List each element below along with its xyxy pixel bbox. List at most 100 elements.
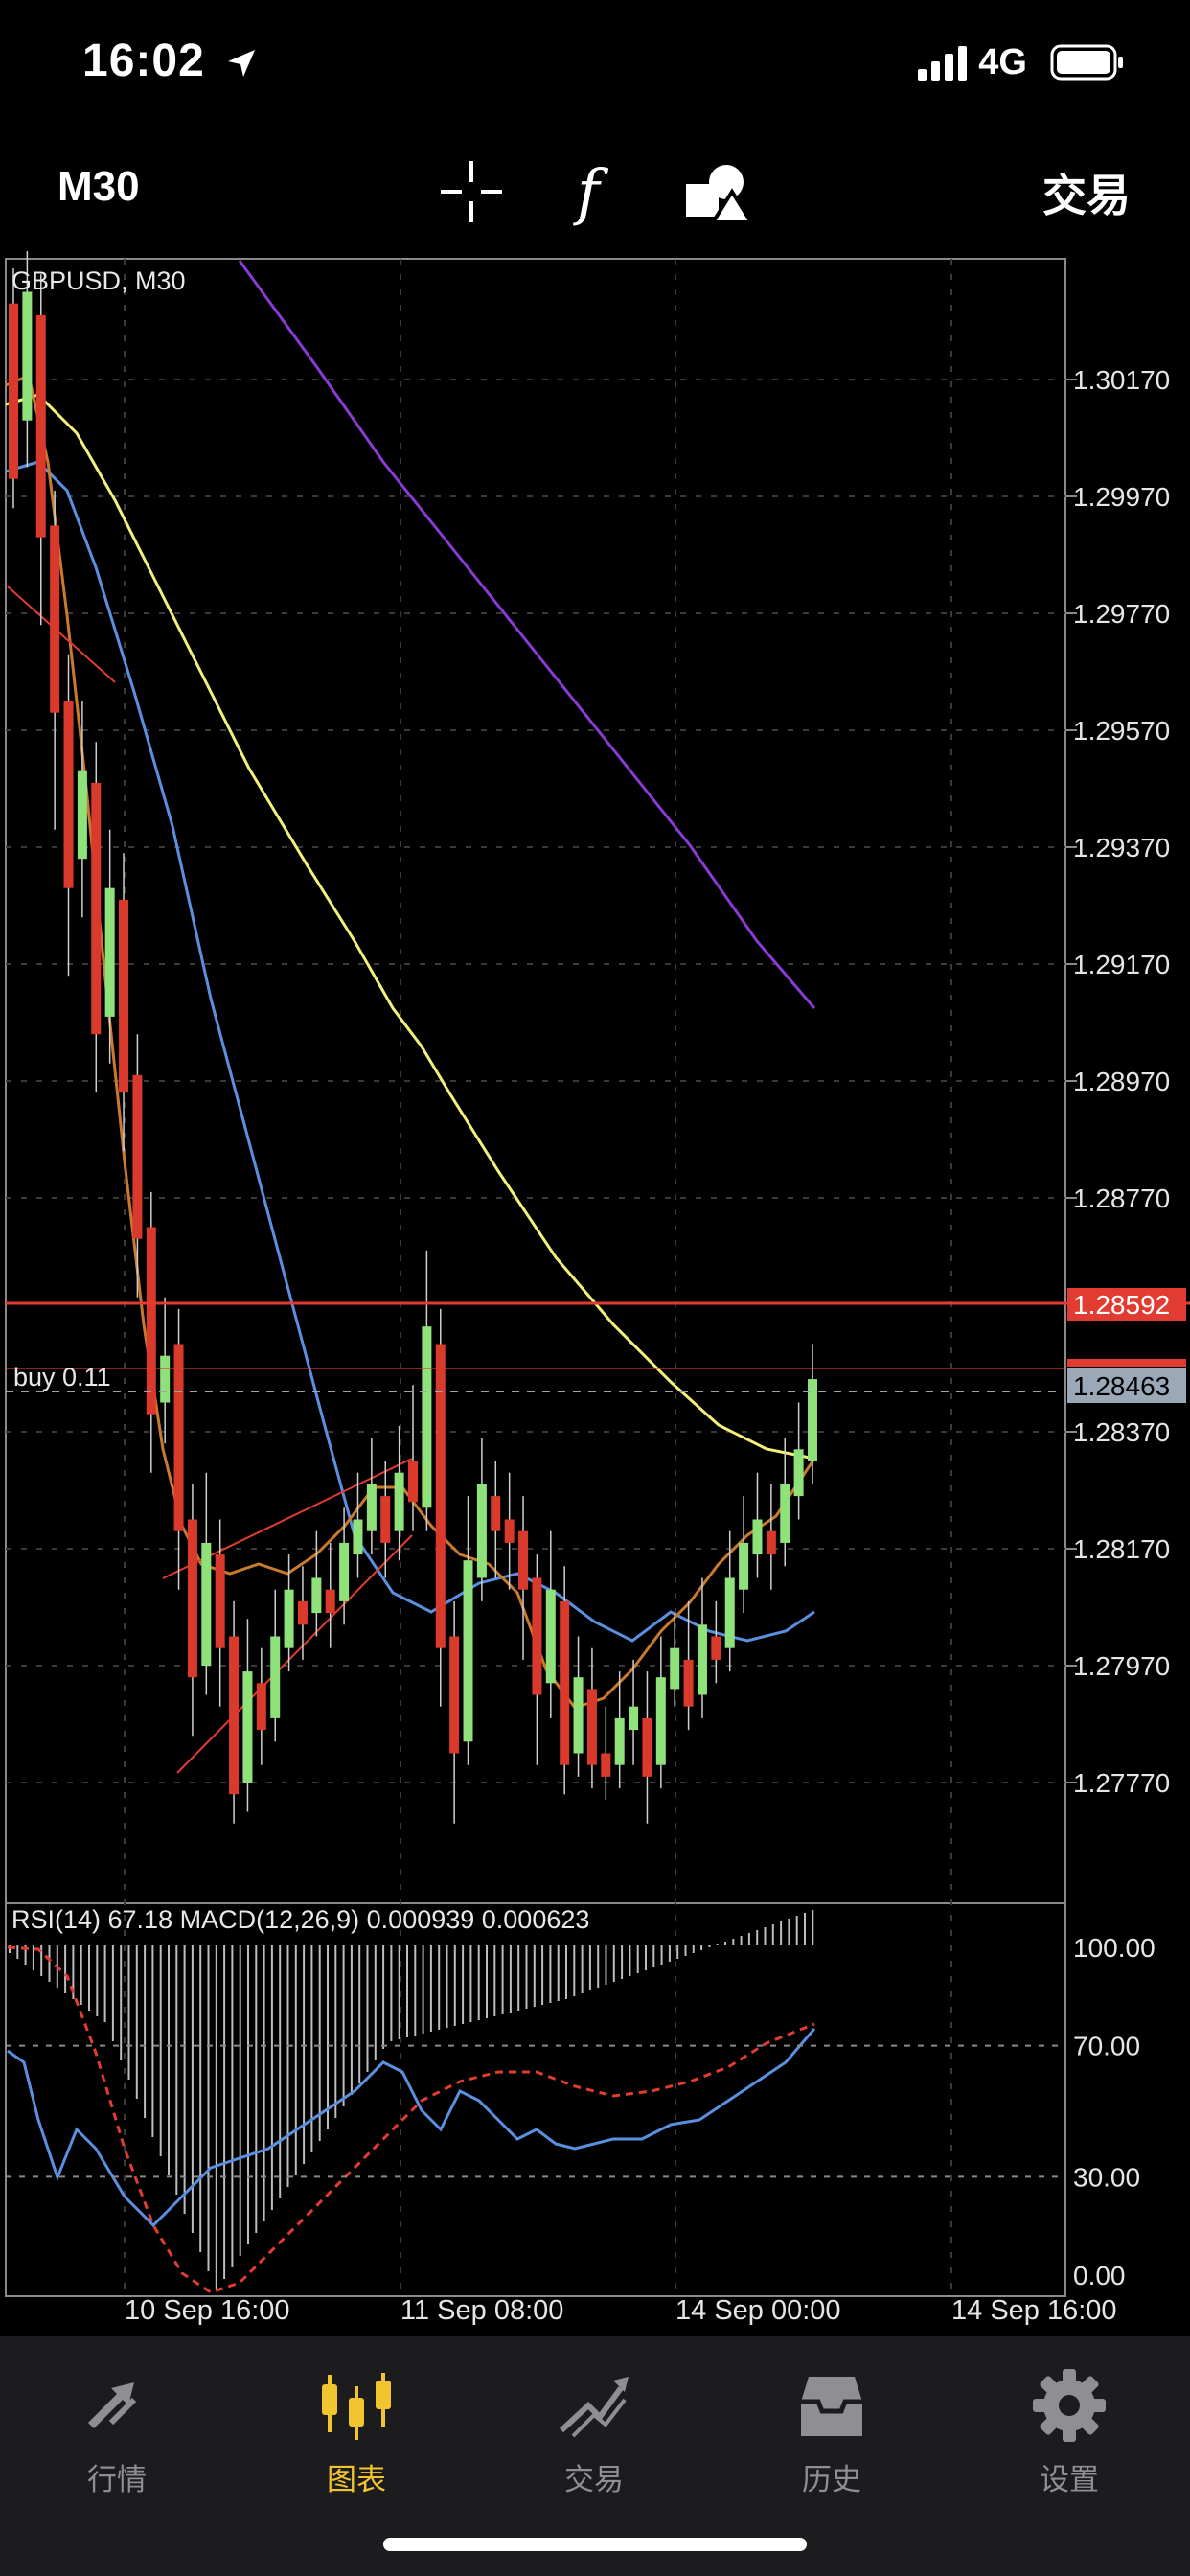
candle [229,1600,240,1824]
trendline-1 [7,586,116,683]
candle [491,1460,501,1578]
candle [642,1671,652,1824]
price-tick-label: 1.27970 [1073,1651,1170,1681]
trendline-3 [176,1534,413,1774]
candle [35,274,46,626]
indicator-axis: 100.00 70.00 30.00 0.00 [6,1933,1156,2290]
candle [77,701,87,918]
candle [683,1600,694,1731]
candle [270,1589,281,1742]
hline-price-label: 1.28592 [1073,1290,1170,1320]
candle [380,1460,391,1578]
candlesticks [9,251,817,1824]
time-tick-label: 11 Sep 08:00 [400,2295,563,2326]
indicator-tick-label: 70.00 [1073,2032,1140,2061]
network-type: 4G [978,42,1027,82]
price-tick-label: 1.29570 [1073,716,1170,746]
candle [752,1472,763,1578]
candle [146,1191,156,1473]
rsi-line [7,2028,816,2228]
order-label: buy 0.11 [13,1363,111,1392]
candle [504,1472,515,1590]
nav-settings[interactable]: 设置 [973,2350,1165,2496]
candle [476,1438,487,1601]
indicator-label: RSI(14) 67.18 MACD(12,26,9) 0.000939 0.0… [11,1905,589,1934]
ma-yellow [5,393,815,1460]
signal-icon [918,46,967,80]
battery-icon [1050,44,1123,80]
candle [573,1636,584,1777]
candle [394,1425,404,1561]
nav-trade[interactable]: 交易 [498,2350,690,2496]
candle [586,1647,597,1789]
candle [545,1530,556,1718]
candle [104,829,115,1064]
location-arrow-icon [228,50,256,78]
candle [739,1496,749,1614]
candle [518,1496,529,1660]
candle [655,1636,666,1789]
price-chart[interactable]: 1.28592 1.28463 buy 0.11 GBPUSD, M30 1.3… [0,251,1190,2331]
svg-text:f: f [573,157,609,228]
crosshair-icon [441,161,502,222]
nav-quotes[interactable]: 行情 [21,2350,213,2496]
crosshair-button[interactable] [433,153,510,230]
current-price-tag [1067,1368,1186,1403]
trade-button[interactable]: 交易 [1042,171,1131,220]
price-axis: 1.30170 1.29970 1.29770 1.29570 1.29370 1.291… [1065,365,1170,1798]
candle [119,853,129,1152]
price-tick-label: 1.27770 [1073,1768,1170,1798]
nav-history[interactable]: 历史 [736,2350,927,2496]
candle [91,742,102,1093]
indicator-tick-label: 30.00 [1073,2162,1140,2192]
candle [201,1472,212,1695]
time-tick-label: 14 Sep 00:00 [675,2295,841,2326]
candle [449,1600,460,1824]
shapes-icon [686,165,755,224]
candle [793,1402,804,1520]
candle [808,1344,817,1484]
candle [408,1385,418,1531]
candle [366,1438,377,1555]
candle [22,251,33,468]
candle [325,1542,335,1648]
candle [435,1308,446,1707]
price-tick-label: 1.28170 [1073,1534,1170,1564]
status-time: 16:02 [82,34,259,87]
candle [339,1507,350,1625]
macd-histogram [9,1910,814,2290]
symbol-label: GBPUSD, M30 [11,266,186,295]
candle [629,1659,639,1765]
price-tick-label: 1.30170 [1073,365,1170,395]
candle [670,1613,680,1707]
chart-frame [5,258,1066,2297]
price-tick-label: 1.29170 [1073,950,1170,979]
candle [297,1566,308,1660]
price-tick-label: 1.28970 [1073,1067,1170,1096]
candle [560,1566,570,1795]
indicator-tick-label: 100.00 [1073,1933,1156,1963]
candle [187,1484,197,1736]
candle [601,1706,611,1801]
timeframe-button[interactable]: M30 [57,163,140,210]
trade-icon [559,2377,629,2438]
candle [614,1671,625,1789]
chart-icon [322,2373,391,2440]
candle [311,1530,322,1637]
candle [724,1530,735,1672]
hline-price-tag [1067,1288,1186,1321]
candle [353,1472,363,1578]
candle [766,1484,776,1590]
grid-lines [6,259,1065,2296]
objects-button[interactable] [678,153,755,230]
price-tick-label: 1.28370 [1073,1417,1170,1447]
candle [173,1308,184,1590]
indicators-button[interactable]: f [556,153,632,230]
candle [50,490,60,830]
price-tick-label: 1.29970 [1073,482,1170,512]
home-indicator [383,2538,807,2551]
candle [780,1438,790,1567]
nav-chart[interactable]: 图表 [261,2350,452,2496]
candle [160,1297,171,1444]
indicator-tick-label: 0.00 [1073,2261,1126,2290]
